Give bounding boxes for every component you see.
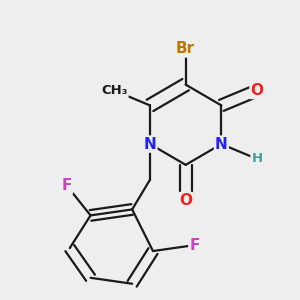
Text: O: O <box>250 83 263 98</box>
Text: O: O <box>179 193 192 208</box>
Text: N: N <box>144 136 156 152</box>
Text: N: N <box>215 136 228 152</box>
Text: H: H <box>251 152 262 165</box>
Text: Br: Br <box>176 41 195 56</box>
Text: CH₃: CH₃ <box>101 84 128 97</box>
Text: F: F <box>189 238 200 253</box>
Text: F: F <box>61 178 72 193</box>
